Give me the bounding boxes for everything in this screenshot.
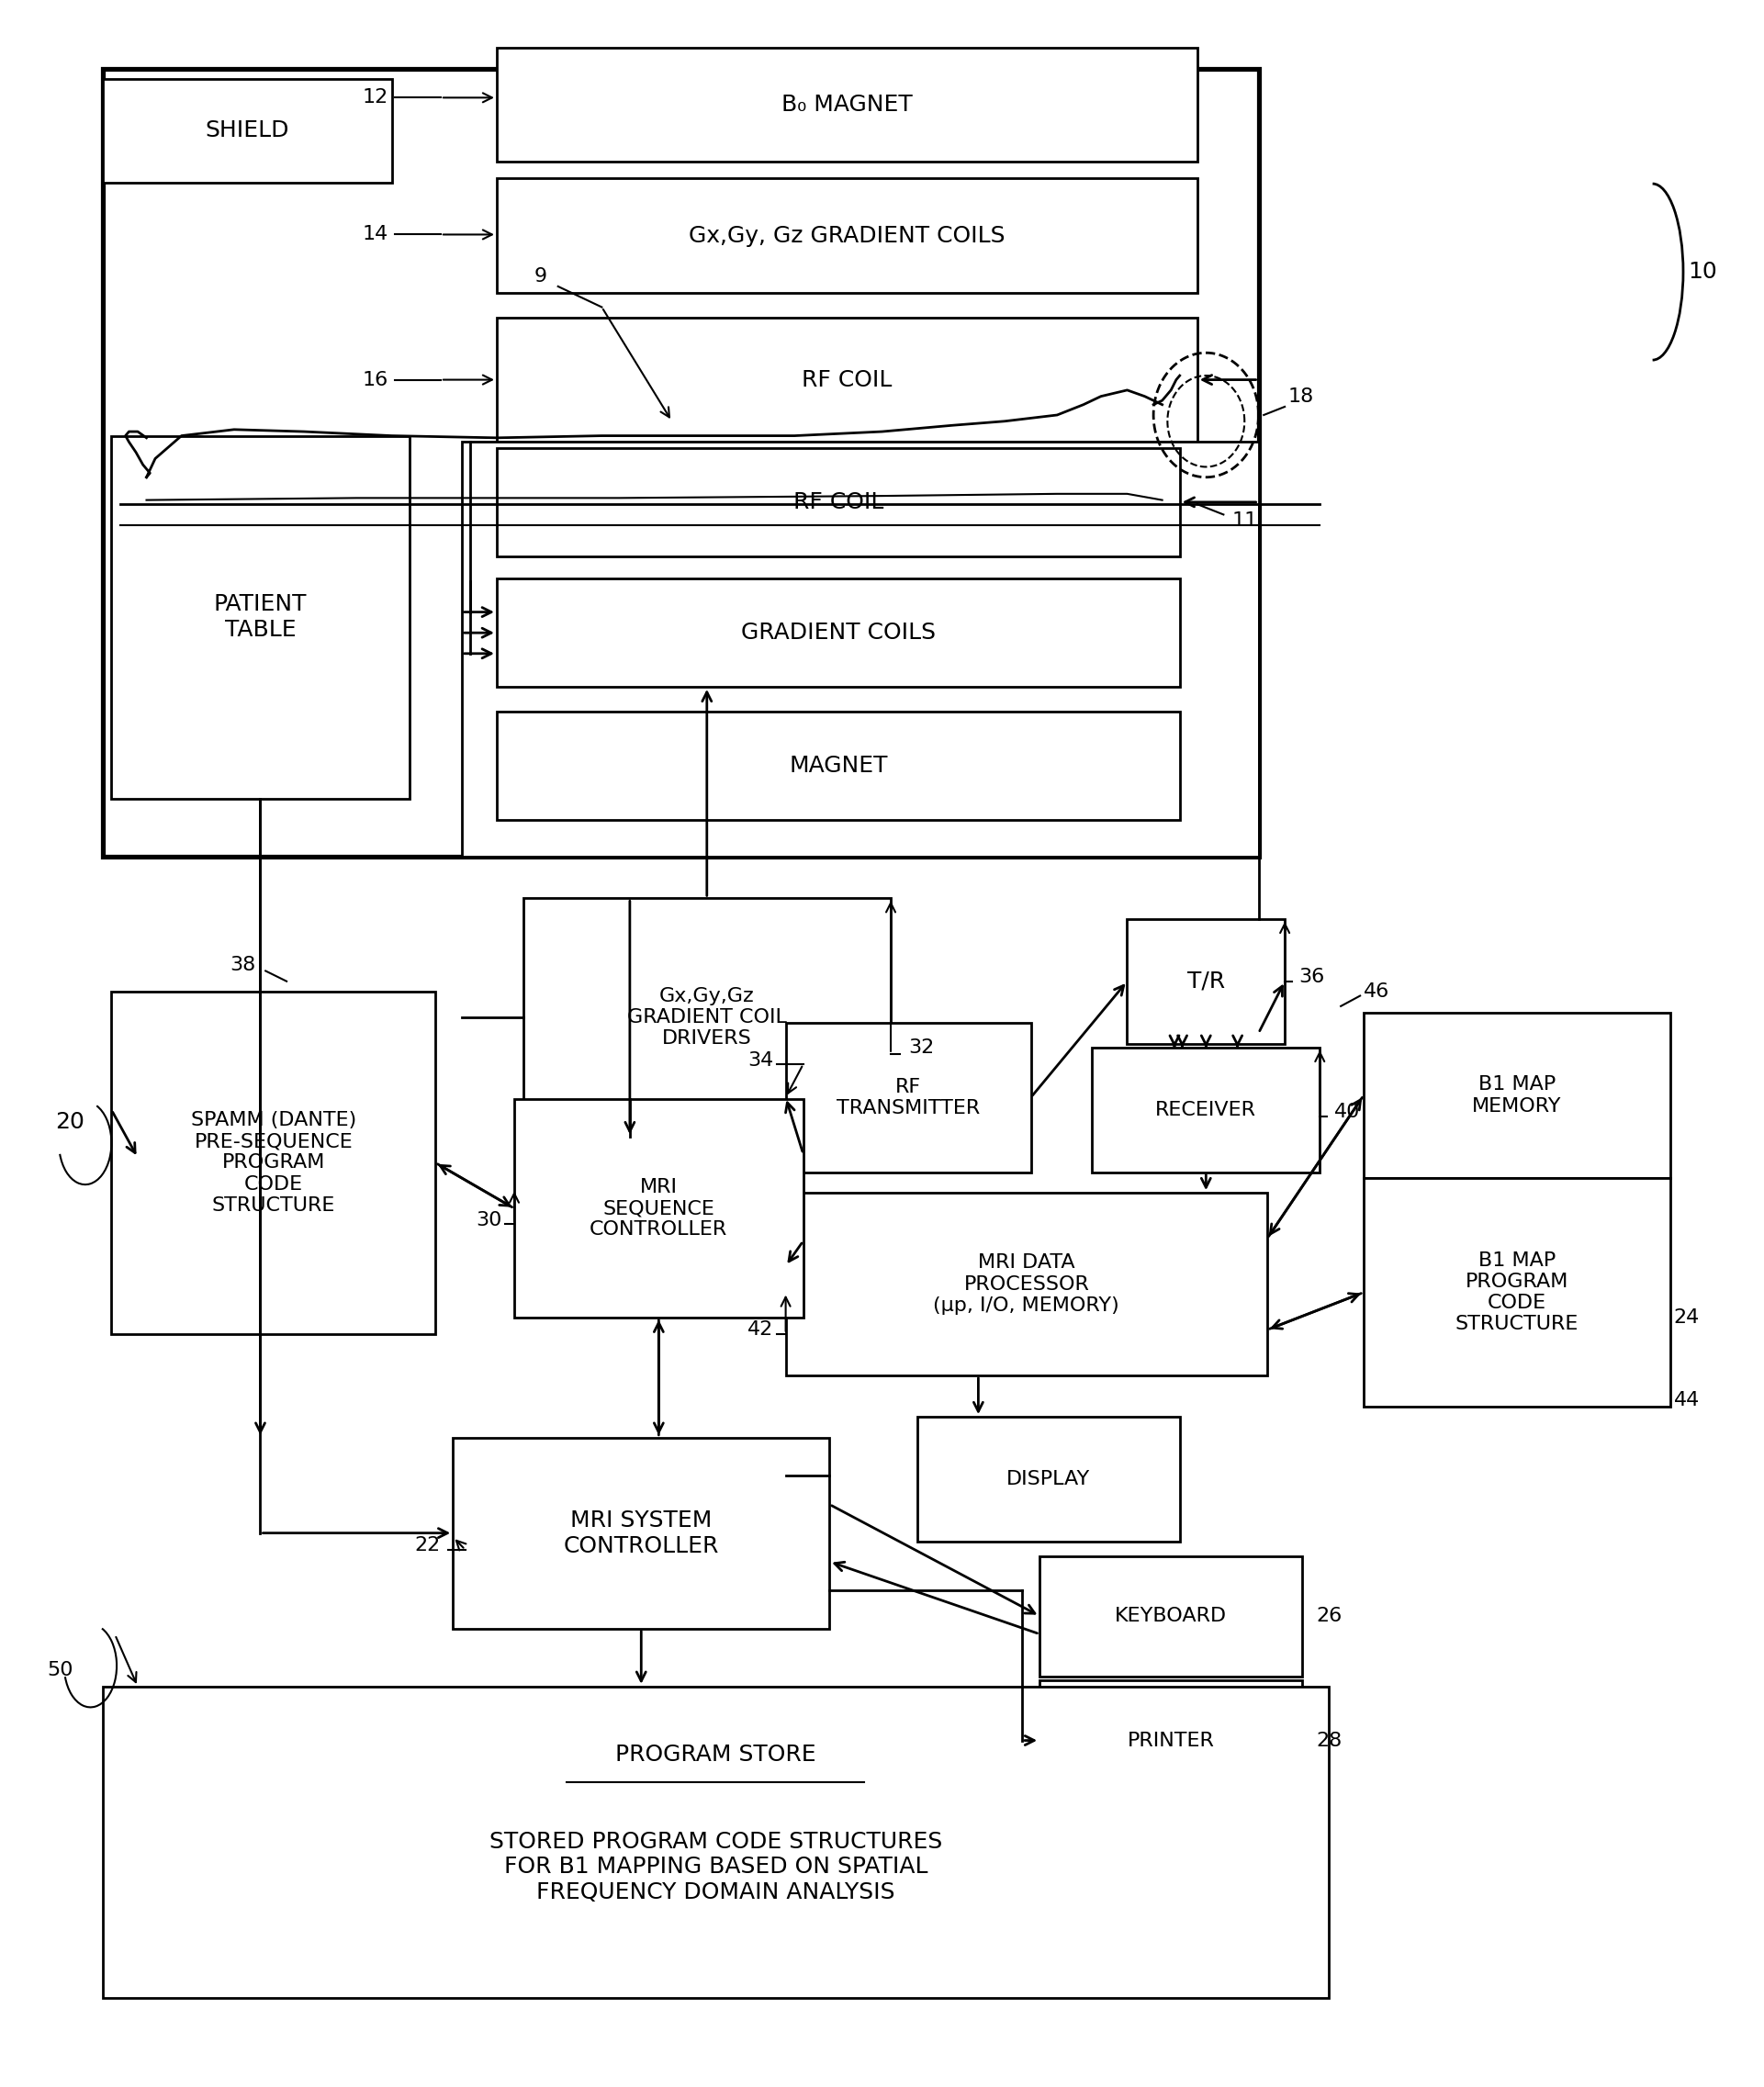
Text: 32: 32 — [908, 1039, 935, 1056]
Text: B1 MAP
PROGRAM
CODE
STRUCTURE: B1 MAP PROGRAM CODE STRUCTURE — [1455, 1252, 1579, 1334]
Text: 30: 30 — [476, 1210, 503, 1229]
Text: B1 MAP
MEMORY: B1 MAP MEMORY — [1473, 1075, 1561, 1114]
Text: 46: 46 — [1364, 983, 1390, 1002]
Text: 11: 11 — [1233, 511, 1258, 530]
Text: 14: 14 — [362, 225, 388, 244]
Text: Gx,Gy,Gz
GRADIENT COIL
DRIVERS: Gx,Gy,Gz GRADIENT COIL DRIVERS — [626, 987, 787, 1048]
FancyBboxPatch shape — [1127, 918, 1284, 1044]
Text: PRINTER: PRINTER — [1127, 1732, 1215, 1749]
FancyBboxPatch shape — [1092, 1048, 1319, 1173]
Text: KEYBOARD: KEYBOARD — [1115, 1607, 1228, 1626]
Text: 22: 22 — [415, 1536, 441, 1555]
FancyBboxPatch shape — [917, 1417, 1180, 1542]
FancyBboxPatch shape — [785, 1194, 1267, 1375]
FancyBboxPatch shape — [497, 449, 1180, 555]
Text: 38: 38 — [229, 956, 256, 975]
FancyBboxPatch shape — [497, 578, 1180, 687]
Text: Gx,Gy, Gz GRADIENT COILS: Gx,Gy, Gz GRADIENT COILS — [688, 225, 1005, 246]
Text: 34: 34 — [748, 1052, 773, 1069]
FancyBboxPatch shape — [453, 1438, 829, 1628]
Text: RF
TRANSMITTER: RF TRANSMITTER — [836, 1077, 981, 1117]
Text: DISPLAY: DISPLAY — [1007, 1469, 1090, 1488]
FancyBboxPatch shape — [102, 69, 1258, 858]
FancyBboxPatch shape — [102, 1686, 1328, 1997]
Text: 9: 9 — [534, 267, 547, 286]
FancyBboxPatch shape — [497, 317, 1198, 442]
Text: 24: 24 — [1674, 1309, 1699, 1327]
Text: 20: 20 — [55, 1110, 85, 1133]
Text: 36: 36 — [1298, 968, 1325, 987]
FancyBboxPatch shape — [522, 897, 891, 1137]
Text: 28: 28 — [1316, 1732, 1342, 1749]
Text: MRI SYSTEM
CONTROLLER: MRI SYSTEM CONTROLLER — [563, 1509, 720, 1557]
FancyBboxPatch shape — [1364, 1179, 1671, 1407]
Text: RECEIVER: RECEIVER — [1155, 1100, 1256, 1119]
Text: SHIELD: SHIELD — [205, 119, 289, 142]
Text: 50: 50 — [48, 1661, 72, 1680]
Text: MAGNET: MAGNET — [789, 755, 887, 776]
Text: 18: 18 — [1288, 388, 1314, 405]
Text: STORED PROGRAM CODE STRUCTURES
FOR B1 MAPPING BASED ON SPATIAL
FREQUENCY DOMAIN : STORED PROGRAM CODE STRUCTURES FOR B1 MA… — [489, 1830, 942, 1903]
Text: PROGRAM STORE: PROGRAM STORE — [616, 1745, 817, 1766]
Text: T/R: T/R — [1187, 970, 1224, 991]
Text: PATIENT
TABLE: PATIENT TABLE — [213, 593, 307, 641]
Text: B₀ MAGNET: B₀ MAGNET — [781, 94, 912, 117]
Text: 16: 16 — [362, 371, 388, 388]
FancyBboxPatch shape — [1039, 1555, 1302, 1676]
FancyBboxPatch shape — [497, 48, 1198, 163]
FancyBboxPatch shape — [497, 179, 1198, 292]
Text: RF COIL: RF COIL — [803, 369, 893, 390]
FancyBboxPatch shape — [102, 79, 392, 184]
FancyBboxPatch shape — [1039, 1680, 1302, 1801]
Text: RF COIL: RF COIL — [794, 490, 884, 513]
Text: 42: 42 — [748, 1321, 773, 1340]
Text: GRADIENT COILS: GRADIENT COILS — [741, 622, 935, 643]
Text: 44: 44 — [1674, 1392, 1699, 1409]
Text: 40: 40 — [1334, 1102, 1360, 1121]
Text: 10: 10 — [1688, 261, 1716, 284]
FancyBboxPatch shape — [111, 991, 436, 1334]
Text: SPAMM (DANTE)
PRE-SEQUENCE
PROGRAM
CODE
STRUCTURE: SPAMM (DANTE) PRE-SEQUENCE PROGRAM CODE … — [191, 1110, 356, 1215]
Text: MRI
SEQUENCE
CONTROLLER: MRI SEQUENCE CONTROLLER — [589, 1177, 729, 1240]
FancyBboxPatch shape — [462, 442, 1258, 858]
FancyBboxPatch shape — [785, 1023, 1030, 1173]
FancyBboxPatch shape — [497, 712, 1180, 820]
FancyBboxPatch shape — [111, 436, 409, 799]
FancyBboxPatch shape — [515, 1100, 803, 1317]
FancyBboxPatch shape — [1364, 1012, 1671, 1179]
Text: 12: 12 — [362, 88, 388, 106]
Text: MRI DATA
PROCESSOR
(μp, I/O, MEMORY): MRI DATA PROCESSOR (μp, I/O, MEMORY) — [933, 1254, 1120, 1315]
Text: 26: 26 — [1316, 1607, 1342, 1626]
